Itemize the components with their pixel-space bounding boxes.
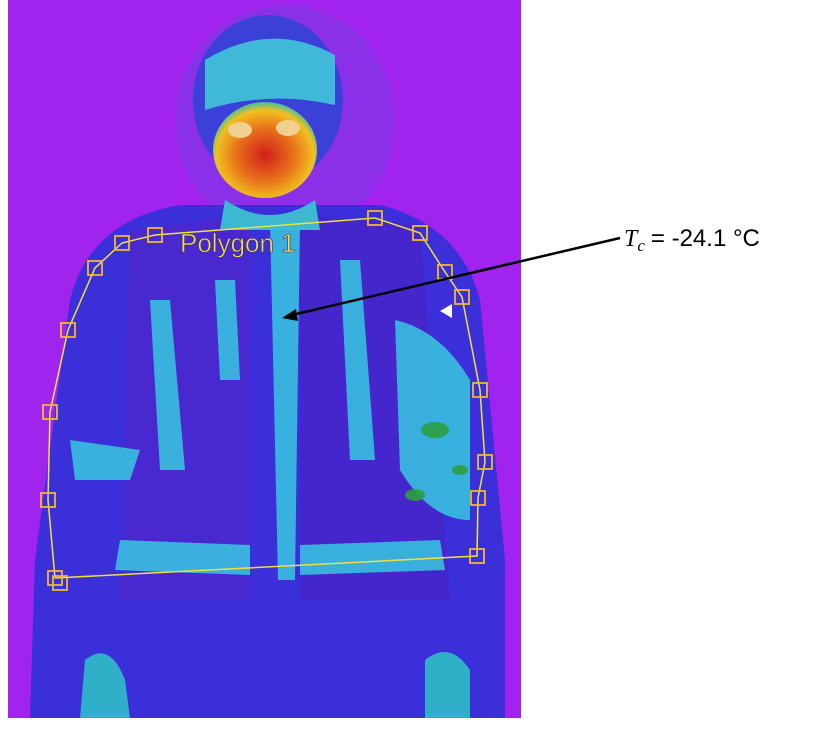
arrow-head xyxy=(282,309,298,321)
arrow-line xyxy=(291,236,621,317)
thermal-image xyxy=(8,0,521,718)
annotation-symbol: T xyxy=(624,226,639,252)
cursor xyxy=(440,304,452,318)
annotation-subscript: c xyxy=(637,236,645,255)
annotation: Tc = -24.1 °C xyxy=(624,225,760,255)
annotation-value: = -24.1 °C xyxy=(651,225,760,252)
region-outline xyxy=(47,217,486,579)
region-label: Polygon 1 xyxy=(180,228,296,258)
